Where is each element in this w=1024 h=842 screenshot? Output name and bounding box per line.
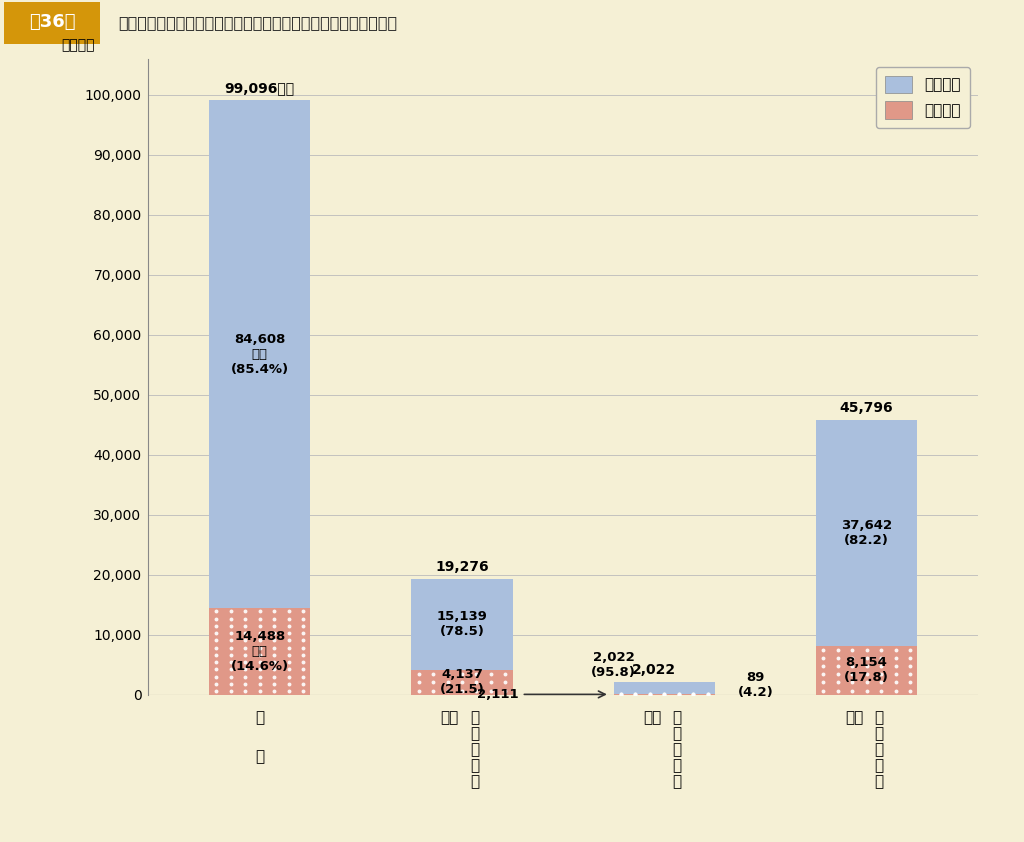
Bar <box>209 608 310 695</box>
Text: 89
(4.2): 89 (4.2) <box>737 671 773 700</box>
Text: 8,154
(17.8): 8,154 (17.8) <box>844 656 889 685</box>
FancyBboxPatch shape <box>4 3 100 44</box>
Text: うち: うち <box>643 710 662 725</box>
Bar <box>412 579 513 670</box>
Bar <box>209 100 310 608</box>
Text: うち: うち <box>440 710 459 725</box>
Text: 45,796: 45,796 <box>840 401 894 415</box>
Text: 老
人
福
祉
費: 老 人 福 祉 費 <box>672 710 681 790</box>
Text: 2,111: 2,111 <box>477 688 605 701</box>
Legend: 補助事業, 単独事業: 補助事業, 単独事業 <box>876 67 971 128</box>
Text: 99,096億円: 99,096億円 <box>224 82 295 95</box>
Text: うち: うち <box>845 710 863 725</box>
Text: 第36図: 第36図 <box>29 13 76 31</box>
Text: 84,608
億円
(85.4%): 84,608 億円 (85.4%) <box>230 333 289 376</box>
Text: 児
童
福
祉
費: 児 童 福 祉 費 <box>874 710 884 790</box>
Text: 社
会
福
祉
費: 社 会 福 祉 費 <box>470 710 479 790</box>
Text: （億円）: （億円） <box>61 39 95 52</box>
Bar <box>412 670 513 695</box>
Bar <box>816 420 918 646</box>
Text: 合: 合 <box>255 710 264 725</box>
Text: 2,022
(95.8): 2,022 (95.8) <box>591 651 636 679</box>
Text: 4,137
(21.5): 4,137 (21.5) <box>439 669 484 696</box>
Text: 14,488
億円
(14.6%): 14,488 億円 (14.6%) <box>230 630 289 673</box>
Text: 2,022: 2,022 <box>632 663 676 677</box>
Text: 37,642
(82.2): 37,642 (82.2) <box>841 519 892 546</box>
Bar <box>816 646 918 695</box>
Text: 民生費の目的別扶助費（補助・単独）の状況（その２　市町村）: 民生費の目的別扶助費（補助・単独）の状況（その２ 市町村） <box>118 14 397 29</box>
Text: 15,139
(78.5): 15,139 (78.5) <box>436 610 487 638</box>
Text: 計: 計 <box>255 749 264 765</box>
Text: 19,276: 19,276 <box>435 560 488 574</box>
Bar <box>613 682 715 694</box>
